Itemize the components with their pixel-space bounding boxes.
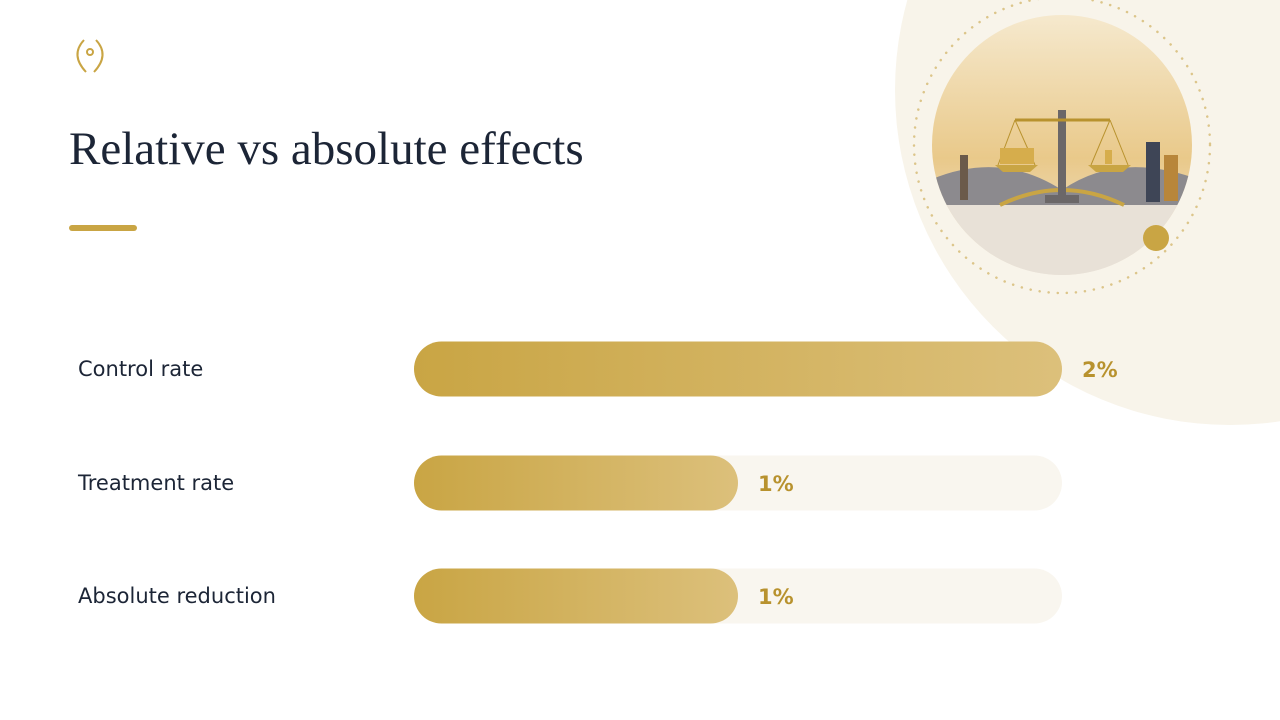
dotted-ring — [912, 0, 1212, 295]
accent-dot — [1143, 225, 1169, 251]
bar — [414, 341, 1062, 397]
title-underline — [69, 225, 137, 231]
plot: Control rate 2% Treatment rate 1% Absolute r… — [77, 341, 1118, 624]
value-label: 2% — [1082, 358, 1118, 382]
value-label: 1% — [758, 472, 794, 496]
value-label: 1% — [758, 585, 794, 609]
category-label: Treatment rate — [77, 471, 234, 495]
category-label: Absolute reduction — [78, 584, 276, 608]
logo — [76, 39, 104, 73]
bar — [414, 455, 738, 511]
category-label: Control rate — [78, 357, 203, 381]
chart-title: Relative vs absolute effects — [69, 123, 584, 175]
bar — [414, 568, 738, 624]
